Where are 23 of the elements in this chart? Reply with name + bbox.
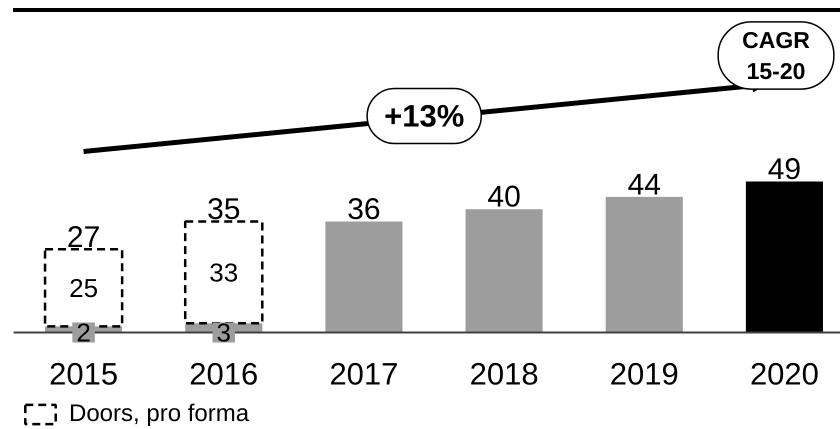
total-label: 40 xyxy=(487,180,521,214)
total-label: 35 xyxy=(207,193,240,226)
data-label: 2 xyxy=(76,318,91,348)
data-label: 3 xyxy=(216,318,231,348)
text: +13% xyxy=(384,98,464,134)
x-tick-label: 2019 xyxy=(610,356,679,392)
x-tick-label: 2017 xyxy=(329,356,398,392)
x-tick-label: 2018 xyxy=(470,356,539,392)
total-label: 49 xyxy=(768,153,802,186)
data-label: 33 xyxy=(209,257,238,288)
total-label: 36 xyxy=(347,193,381,226)
total-label: 44 xyxy=(628,168,661,202)
x-tick-label: 2020 xyxy=(750,356,819,392)
bar xyxy=(606,196,683,332)
x-tick-label: 2016 xyxy=(189,356,258,392)
x-tick-label: 2015 xyxy=(49,356,118,392)
bar xyxy=(466,209,543,332)
bar xyxy=(746,182,823,332)
data-label: 25 xyxy=(69,272,98,303)
total-label: 27 xyxy=(66,220,100,254)
bar xyxy=(325,222,402,332)
legend-label: Doors, pro forma xyxy=(69,400,250,428)
text: CAGR 15-20 xyxy=(742,26,810,84)
